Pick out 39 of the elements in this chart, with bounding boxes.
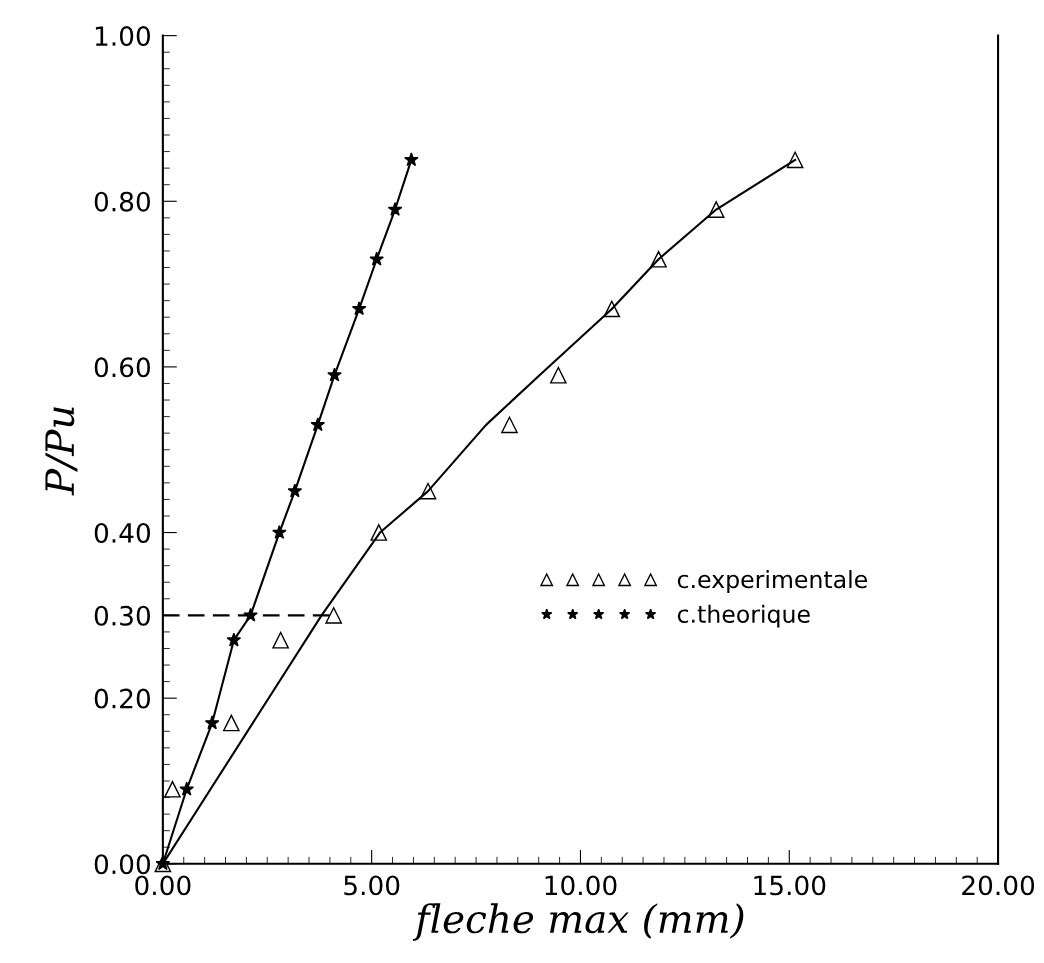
x-axis-title: fleche max (mm) [412,903,744,941]
x-tick-label: 0.00 [135,875,191,896]
y-tick-label: 0.60 [94,357,150,378]
point [204,715,220,730]
point [369,251,384,266]
point [370,524,388,541]
point [404,152,419,167]
point [603,300,621,318]
point [325,607,342,624]
point [272,631,289,649]
point [351,301,367,316]
legend-label: c.experimentale [677,570,867,593]
point [164,780,181,798]
point [272,524,287,539]
point [786,151,804,169]
y-tick-label: 0.20 [94,688,150,709]
y-axis-title: P/Pu [45,407,78,496]
x-tick-label: 20.00 [962,875,1035,896]
point [310,417,326,432]
point [387,201,403,216]
x-tick-label: 15.00 [754,875,826,896]
y-tick-label: 0.40 [94,522,150,543]
y-tick-label: 0.80 [94,191,150,212]
point [223,714,240,732]
y-tick-label: 0.30 [94,605,150,626]
y-tick-label: 1.00 [95,26,150,47]
y-tick-label: 0.00 [94,854,150,875]
point [226,632,242,647]
point [501,416,518,434]
x-tick-label: 5.00 [344,875,400,896]
point [327,367,342,382]
x-tick-label: 10.00 [545,875,617,896]
point [419,482,437,500]
point [287,483,303,498]
legend-label: c.theorique [677,604,810,628]
point [179,781,194,796]
point [549,366,567,384]
point [650,250,667,268]
point [707,201,725,218]
